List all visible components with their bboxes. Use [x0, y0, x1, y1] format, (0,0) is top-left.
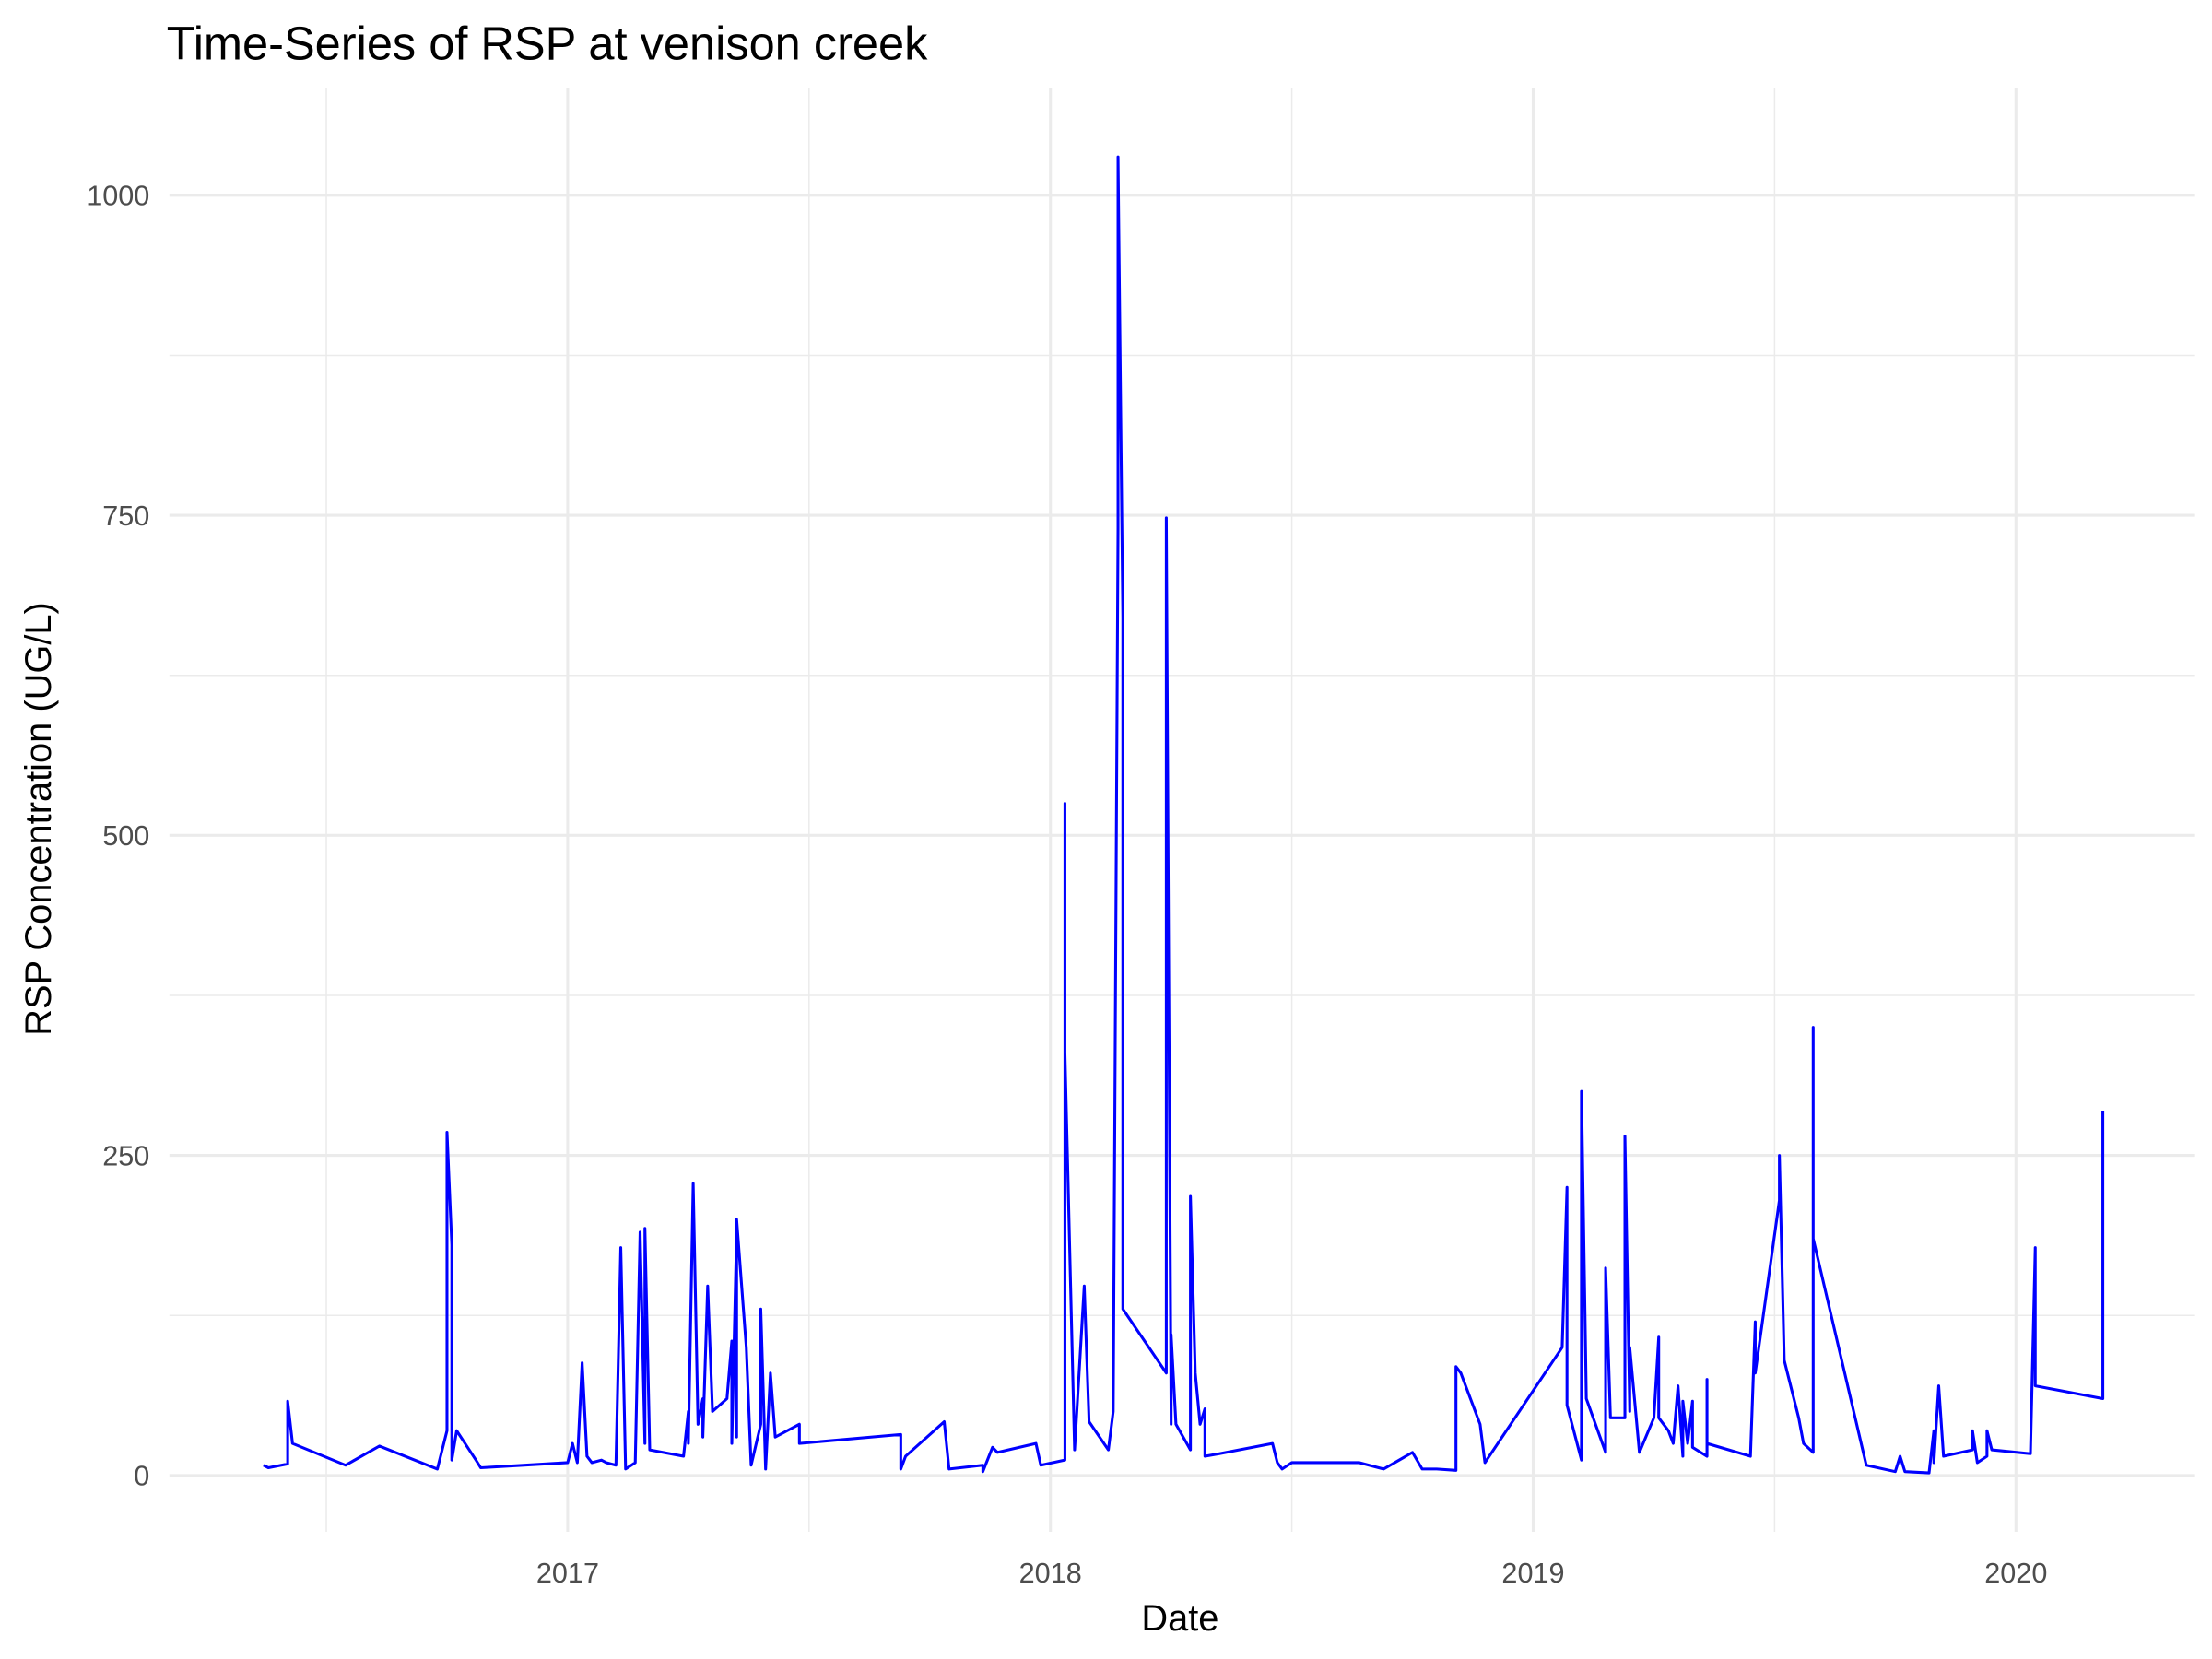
y-tick-label: 500: [102, 820, 149, 852]
y-tick-label: 750: [102, 500, 149, 532]
x-tick-label: 2018: [1019, 1558, 1082, 1589]
x-tick-label: 2019: [1501, 1558, 1564, 1589]
chart-title: Time-Series of RSP at venison creek: [167, 18, 928, 70]
y-tick-label: 0: [134, 1461, 149, 1492]
y-axis-title: RSP Concentration (UG/L): [18, 602, 59, 1036]
x-axis-title: Date: [1141, 1598, 1218, 1639]
y-tick-label: 1000: [87, 181, 149, 212]
y-tick-label: 250: [102, 1140, 149, 1171]
x-tick-label: 2020: [1984, 1558, 2047, 1589]
data-line: [263, 155, 2105, 1475]
x-tick-label: 2017: [536, 1558, 599, 1589]
